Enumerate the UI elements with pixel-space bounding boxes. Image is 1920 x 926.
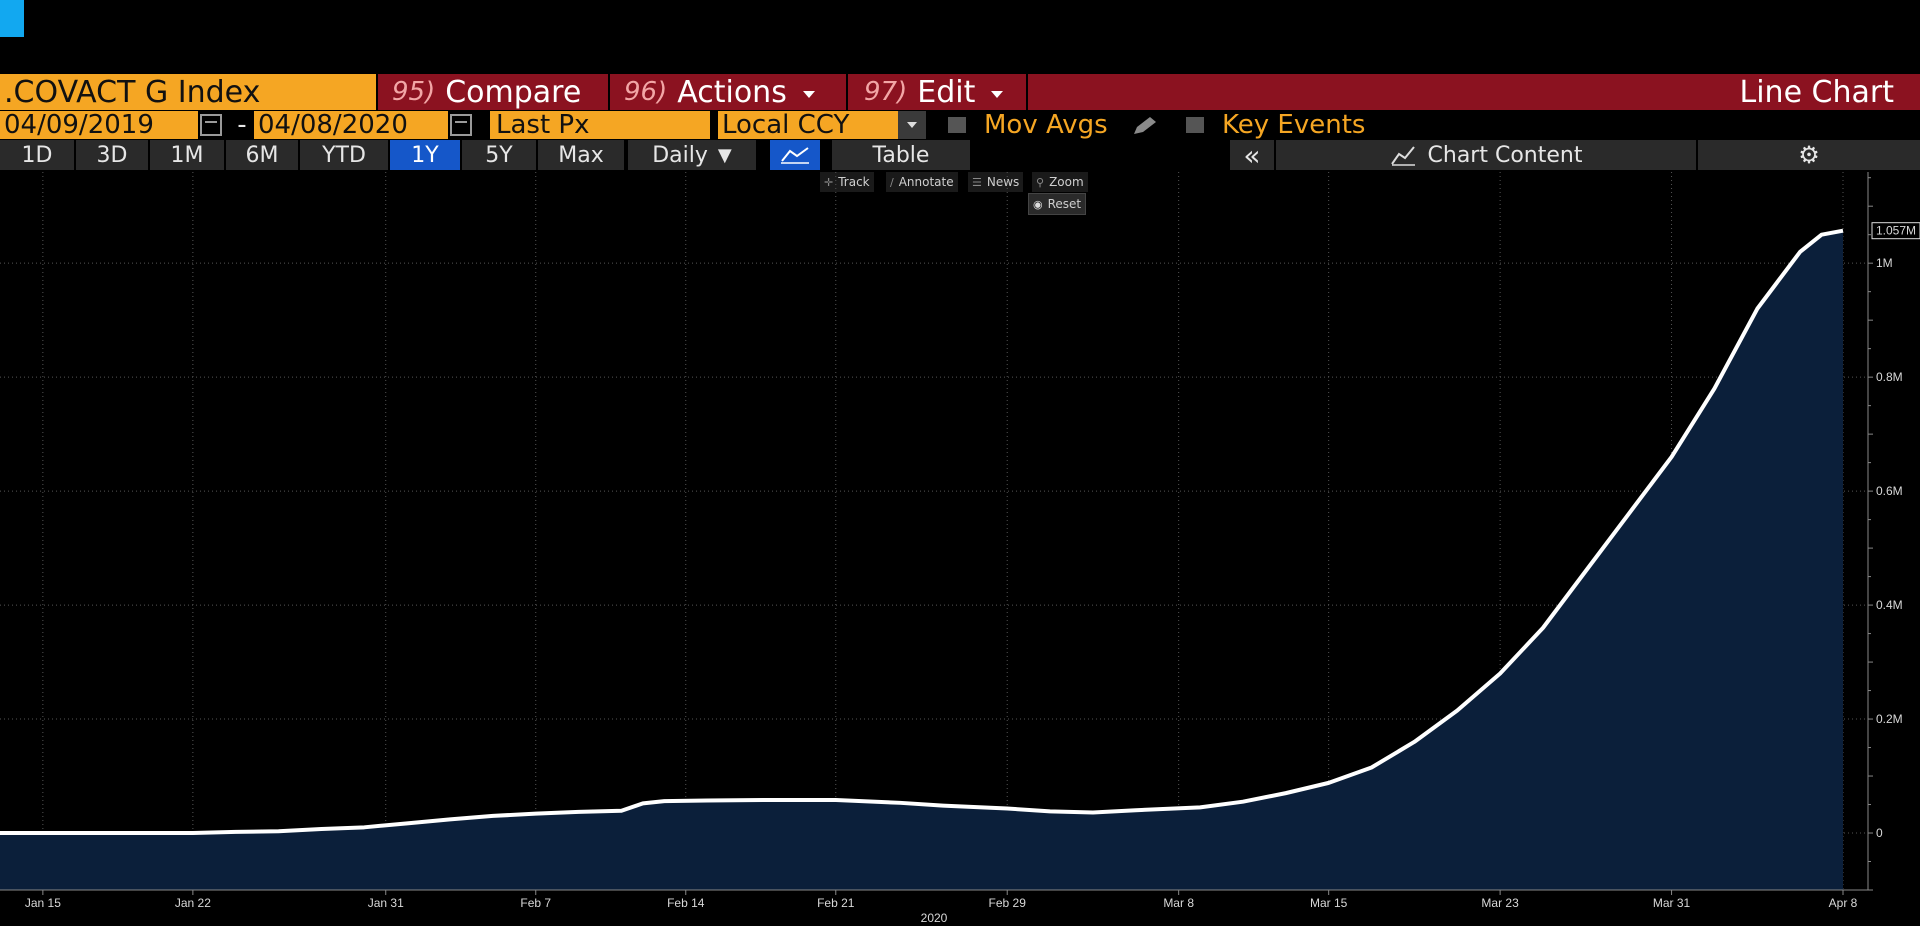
mov-avgs-checkbox[interactable] <box>948 117 966 133</box>
series-line <box>0 228 1844 836</box>
news-label: News <box>986 175 1020 189</box>
compare-button[interactable]: 95) Compare <box>378 74 622 110</box>
annotate-tool[interactable]: ∕ Annotate <box>886 172 958 192</box>
calendar-icon[interactable] <box>450 114 472 136</box>
compare-number: 95) <box>392 77 436 107</box>
edit-number: 97) <box>864 77 908 107</box>
x-year-label: 2020 <box>921 911 948 925</box>
edit-label: Edit <box>917 74 976 110</box>
collapse-button[interactable]: « <box>1230 138 1274 172</box>
zoom-label: Zoom <box>1049 175 1084 189</box>
zoom-tool[interactable]: ⚲ Zoom <box>1032 172 1088 192</box>
chevron-down-icon <box>991 90 1004 98</box>
mov-avgs-label: Mov Avgs <box>984 110 1108 140</box>
header-bar: .COVACT G Index 95) Compare 96) Actions … <box>0 74 1920 110</box>
annotate-label: Annotate <box>898 175 954 189</box>
reset-button[interactable]: ◉ Reset <box>1028 193 1087 215</box>
frequency-select[interactable]: Daily ▼ <box>628 140 756 170</box>
pencil-icon: ∕ <box>890 175 894 189</box>
field-label: Last Px <box>496 110 590 140</box>
crosshair-icon: ✛ <box>824 175 834 189</box>
ticker-label: .COVACT G Index <box>4 74 261 110</box>
gear-icon: ⚙ <box>1798 141 1820 169</box>
y-tick-label: 0.2M <box>1876 712 1903 726</box>
x-tick-label: Feb 7 <box>520 896 551 910</box>
reset-icon: ◉ <box>1033 197 1043 211</box>
actions-menu[interactable]: 96) Actions <box>610 74 860 110</box>
chart-content-icon <box>1390 146 1415 166</box>
y-tick-label: 1M <box>1876 256 1893 270</box>
period-6m-button[interactable]: 6M <box>226 140 298 170</box>
edit-menu[interactable]: 97) Edit <box>848 74 1042 110</box>
field-select[interactable]: Last Px <box>490 110 710 140</box>
period-1m-button[interactable]: 1M <box>150 140 224 170</box>
currency-dropdown-button[interactable] <box>898 111 926 139</box>
y-tick-label: 0 <box>1876 826 1883 840</box>
launchpad-tab[interactable] <box>0 0 24 37</box>
x-tick-label: Feb 14 <box>667 896 705 910</box>
x-tick-label: Jan 15 <box>25 896 61 910</box>
chart-type-label: Line Chart <box>1739 74 1895 110</box>
x-tick-label: Jan 31 <box>368 896 404 910</box>
key-events-label: Key Events <box>1222 110 1366 140</box>
calendar-icon[interactable] <box>200 114 222 136</box>
actions-number: 96) <box>624 77 668 107</box>
y-tick-label: 0.8M <box>1876 370 1903 384</box>
chevron-down-icon <box>802 90 815 98</box>
ticker-field[interactable]: .COVACT G Index <box>0 74 380 110</box>
x-tick-label: Jan 22 <box>175 896 211 910</box>
period-bar: 1D 3D 1M 6M YTD 1Y 5Y Max Daily ▼ Table … <box>0 138 1920 172</box>
end-date: 04/08/2020 <box>258 110 408 140</box>
key-events-checkbox[interactable] <box>1186 117 1204 133</box>
line-chart-button[interactable] <box>770 140 820 170</box>
range-dash: - <box>237 110 247 140</box>
range-bar: 04/09/2019 - 04/08/2020 Last Px Local CC… <box>0 110 1920 140</box>
triangle-down-icon: ▼ <box>717 144 732 166</box>
compare-label: Compare <box>445 74 582 110</box>
x-tick-label: Mar 15 <box>1310 896 1348 910</box>
line-chart[interactable]: 0 0.2M 0.4M 0.6M 0.8M 1M 1.057M Jan 15 Jan 22 Jan… <box>0 172 1920 926</box>
frequency-label: Daily <box>652 142 708 168</box>
x-tick-label: Mar 23 <box>1481 896 1519 910</box>
line-chart-icon <box>781 147 809 164</box>
end-date-field[interactable]: 04/08/2020 <box>254 110 448 140</box>
track-label: Track <box>838 175 870 189</box>
last-value-box <box>1871 222 1920 240</box>
period-ytd-button[interactable]: YTD <box>300 140 388 170</box>
period-1y-button[interactable]: 1Y <box>390 140 460 170</box>
currency-select[interactable]: Local CCY <box>718 110 902 140</box>
table-button[interactable]: Table <box>832 140 970 170</box>
news-icon: ☰ <box>972 175 982 189</box>
x-tick-label: Mar 31 <box>1653 896 1691 910</box>
x-tick-label: Feb 29 <box>989 896 1027 910</box>
track-tool[interactable]: ✛ Track <box>820 172 874 192</box>
magnifier-icon: ⚲ <box>1036 175 1045 189</box>
period-5y-button[interactable]: 5Y <box>462 140 536 170</box>
chart-type-title: Line Chart <box>1739 74 1895 110</box>
x-tick-label: Apr 8 <box>1829 896 1858 910</box>
double-chevron-left-icon: « <box>1243 138 1261 172</box>
chart-content-button[interactable]: Chart Content <box>1276 140 1696 170</box>
pencil-icon[interactable] <box>1130 115 1160 137</box>
reset-label: Reset <box>1047 197 1082 211</box>
x-tick-label: Feb 21 <box>817 896 855 910</box>
chart-content-label: Chart Content <box>1427 142 1583 168</box>
last-value-label: 1.057M <box>1876 224 1916 238</box>
area-fill <box>0 230 1843 890</box>
y-tick-label: 0.6M <box>1876 484 1903 498</box>
chevron-down-icon <box>907 122 917 128</box>
start-date-field[interactable]: 04/09/2019 <box>0 110 198 140</box>
period-max-button[interactable]: Max <box>538 140 624 170</box>
period-3d-button[interactable]: 3D <box>76 140 148 170</box>
settings-button[interactable]: ⚙ <box>1698 140 1920 170</box>
x-tick-label: Mar 8 <box>1163 896 1194 910</box>
start-date: 04/09/2019 <box>4 110 154 140</box>
actions-label: Actions <box>677 74 787 110</box>
y-tick-label: 0.4M <box>1876 598 1903 612</box>
news-tool[interactable]: ☰ News <box>968 172 1024 192</box>
currency-label: Local CCY <box>722 110 850 140</box>
period-1d-button[interactable]: 1D <box>0 140 74 170</box>
